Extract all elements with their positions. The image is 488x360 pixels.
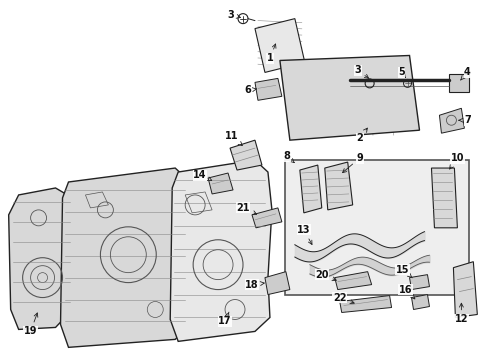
- Polygon shape: [339, 296, 391, 312]
- Text: 15: 15: [395, 265, 411, 278]
- Polygon shape: [170, 160, 271, 341]
- Polygon shape: [334, 272, 371, 289]
- Text: 5: 5: [397, 67, 405, 78]
- Text: 2: 2: [356, 128, 366, 143]
- Text: 19: 19: [24, 313, 38, 336]
- Text: 17: 17: [218, 312, 231, 327]
- Polygon shape: [254, 78, 281, 100]
- Text: 16: 16: [398, 284, 414, 299]
- Polygon shape: [254, 19, 304, 72]
- Text: 6: 6: [244, 85, 256, 95]
- Text: 3: 3: [227, 10, 240, 20]
- Polygon shape: [208, 173, 233, 194]
- Text: 9: 9: [342, 153, 362, 172]
- Text: 10: 10: [448, 153, 463, 169]
- Text: 8: 8: [283, 151, 294, 163]
- Polygon shape: [448, 75, 468, 92]
- Polygon shape: [264, 272, 289, 294]
- Text: 22: 22: [332, 293, 353, 303]
- Polygon shape: [279, 55, 419, 140]
- Polygon shape: [408, 275, 428, 289]
- Polygon shape: [411, 294, 428, 310]
- Polygon shape: [61, 168, 192, 347]
- Text: 13: 13: [297, 225, 311, 244]
- Polygon shape: [452, 262, 476, 318]
- Polygon shape: [251, 208, 281, 228]
- Text: 3: 3: [354, 66, 368, 78]
- Text: 4: 4: [460, 67, 470, 80]
- Polygon shape: [9, 188, 75, 329]
- Polygon shape: [324, 162, 352, 210]
- Text: 18: 18: [244, 280, 264, 289]
- Polygon shape: [439, 108, 464, 133]
- Polygon shape: [229, 140, 262, 170]
- Text: 14: 14: [193, 170, 211, 181]
- Bar: [285, 160, 468, 294]
- Text: 20: 20: [314, 270, 336, 281]
- Text: 7: 7: [458, 115, 470, 125]
- Text: 12: 12: [454, 303, 467, 324]
- Text: 21: 21: [236, 203, 256, 215]
- Text: 1: 1: [266, 44, 275, 63]
- Polygon shape: [430, 168, 456, 228]
- Polygon shape: [299, 165, 321, 213]
- Text: 11: 11: [225, 131, 242, 145]
